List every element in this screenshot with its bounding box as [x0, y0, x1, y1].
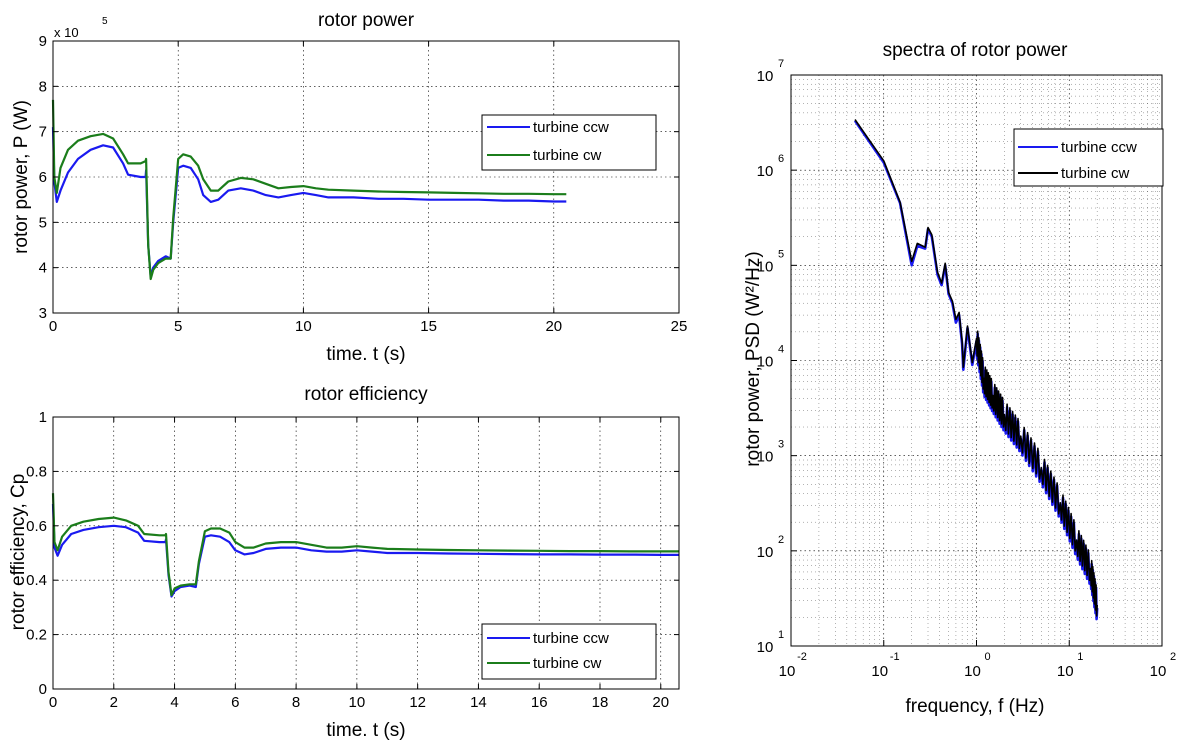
spectra-legend-label-ccw: turbine ccw — [1061, 139, 1137, 156]
efficiency-y-tick-label: 0.8 — [26, 463, 47, 480]
efficiency-y-tick-label: 0.2 — [26, 627, 47, 644]
power-legend: turbine ccw turbine cw — [481, 114, 657, 171]
power-x-axis-label: time. t (s) — [326, 344, 405, 365]
efficiency-y-axis-label: rotor efficiency, Cp — [8, 474, 29, 631]
efficiency-y-tick-label: 0.4 — [26, 572, 47, 589]
power-series-ccw-line — [51, 127, 567, 278]
efficiency-x-tick-label: 20 — [652, 694, 669, 711]
efficiency-y-tick-label: 0 — [39, 681, 47, 698]
spectra-y-tick-exponent: 7 — [778, 58, 784, 70]
efficiency-x-tick-label: 2 — [110, 694, 118, 711]
power-x-tick-label: 15 — [420, 318, 437, 335]
spectra-x-tick-exponent: 1 — [1077, 651, 1083, 663]
power-y-multiplier-exponent: 5 — [102, 16, 108, 27]
power-y-tick-label: 4 — [39, 260, 47, 277]
spectra-lines — [853, 119, 1099, 621]
power-y-tick-label: 8 — [39, 78, 47, 95]
efficiency-x-tick-label: 14 — [470, 694, 487, 711]
spectra-y-tick-base: 10 — [757, 258, 774, 275]
efficiency-chart-title: rotor efficiency — [304, 384, 428, 405]
power-y-tick-label: 9 — [39, 33, 47, 50]
spectra-x-tick-base: 10 — [964, 663, 981, 680]
spectra-y-tick-base: 10 — [757, 544, 774, 561]
power-y-tick-label: 6 — [39, 169, 47, 186]
efficiency-x-tick-label: 16 — [531, 694, 548, 711]
power-legend-label-cw: turbine cw — [533, 147, 602, 164]
spectra-x-tick-exponent: 0 — [984, 651, 990, 663]
power-lines — [51, 99, 567, 281]
efficiency-x-tick-label: 18 — [592, 694, 609, 711]
power-chart-title: rotor power — [318, 10, 415, 31]
spectra-chart-title: spectra of rotor power — [883, 40, 1068, 61]
efficiency-x-tick-label: 0 — [49, 694, 57, 711]
efficiency-x-tick-label: 10 — [349, 694, 366, 711]
spectra-chart: spectra of rotor power 10-210-1100101102… — [743, 40, 1176, 717]
spectra-x-tick-exponent: 2 — [1170, 651, 1176, 663]
efficiency-grid — [53, 417, 679, 689]
efficiency-series-cw-line — [51, 493, 679, 597]
power-grid — [53, 41, 679, 313]
power-chart: rotor power x 10 5 0 5 10 15 20 25 3 4 5 6 7 8 9 tim… — [11, 10, 687, 365]
efficiency-lines — [51, 493, 679, 598]
spectra-y-tick-exponent: 5 — [778, 248, 784, 260]
spectra-y-tick-base: 10 — [757, 449, 774, 466]
spectra-x-tick-base: 10 — [779, 663, 796, 680]
spectra-y-tick-exponent: 6 — [778, 153, 784, 165]
efficiency-x-tick-label: 12 — [409, 694, 426, 711]
power-x-tick-label: 25 — [671, 318, 688, 335]
power-legend-box — [481, 114, 657, 171]
spectra-y-tick-exponent: 2 — [778, 534, 784, 546]
efficiency-y-tick-label: 0.6 — [26, 518, 47, 535]
power-y-tick-label: 5 — [39, 214, 47, 231]
power-y-multiplier: x 10 — [54, 25, 79, 40]
spectra-y-tick-exponent: 1 — [778, 629, 784, 641]
power-x-tick-label: 20 — [545, 318, 562, 335]
spectra-y-tick-exponent: 3 — [778, 439, 784, 451]
efficiency-ticks: 0 2 4 6 8 10 12 14 16 18 20 0 0.2 0.4 0.6 0.8 1 — [26, 409, 679, 711]
spectra-legend-label-cw: turbine cw — [1061, 165, 1130, 182]
power-x-tick-label: 10 — [295, 318, 312, 335]
spectra-x-tick-base: 10 — [1150, 663, 1167, 680]
power-y-tick-label: 3 — [39, 305, 47, 322]
power-series-cw-line — [51, 99, 567, 281]
spectra-y-axis-label: rotor power, PSD (W²/Hz) — [743, 251, 764, 466]
efficiency-x-tick-label: 6 — [231, 694, 239, 711]
spectra-x-axis-label: frequency, f (Hz) — [905, 696, 1044, 717]
spectra-y-tick-base: 10 — [757, 68, 774, 85]
spectra-legend: turbine ccw turbine cw — [1013, 128, 1164, 187]
efficiency-plot-area — [52, 416, 680, 690]
power-y-tick-label: 7 — [39, 124, 47, 141]
spectra-series-cw-line — [854, 119, 1098, 617]
efficiency-y-tick-label: 1 — [39, 409, 47, 426]
spectra-x-tick-exponent: -1 — [890, 651, 900, 663]
spectra-x-tick-base: 10 — [871, 663, 888, 680]
efficiency-legend-box — [481, 623, 657, 680]
efficiency-x-tick-label: 4 — [170, 694, 178, 711]
spectra-y-tick-base: 10 — [757, 639, 774, 656]
efficiency-series-ccw-line — [51, 503, 679, 598]
spectra-y-tick-base: 10 — [757, 163, 774, 180]
spectra-y-tick-base: 10 — [757, 354, 774, 371]
power-x-tick-label: 5 — [174, 318, 182, 335]
power-x-tick-label: 0 — [49, 318, 57, 335]
spectra-x-tick-exponent: -2 — [797, 651, 807, 663]
efficiency-x-tick-label: 8 — [292, 694, 300, 711]
efficiency-chart: rotor efficiency 0 2 4 6 8 10 12 14 16 18 20 0 0.2 0.… — [8, 384, 680, 741]
spectra-legend-box — [1013, 128, 1164, 187]
efficiency-legend-label-cw: turbine cw — [533, 655, 602, 672]
spectra-x-tick-base: 10 — [1057, 663, 1074, 680]
power-legend-label-ccw: turbine ccw — [533, 119, 609, 136]
power-y-axis-label: rotor power, P (W) — [11, 100, 32, 254]
power-ticks: 0 5 10 15 20 25 3 4 5 6 7 8 9 — [39, 33, 688, 335]
efficiency-legend: turbine ccw turbine cw — [481, 623, 657, 680]
efficiency-legend-label-ccw: turbine ccw — [533, 630, 609, 647]
efficiency-x-axis-label: time. t (s) — [326, 720, 405, 741]
spectra-y-tick-exponent: 4 — [778, 344, 784, 356]
